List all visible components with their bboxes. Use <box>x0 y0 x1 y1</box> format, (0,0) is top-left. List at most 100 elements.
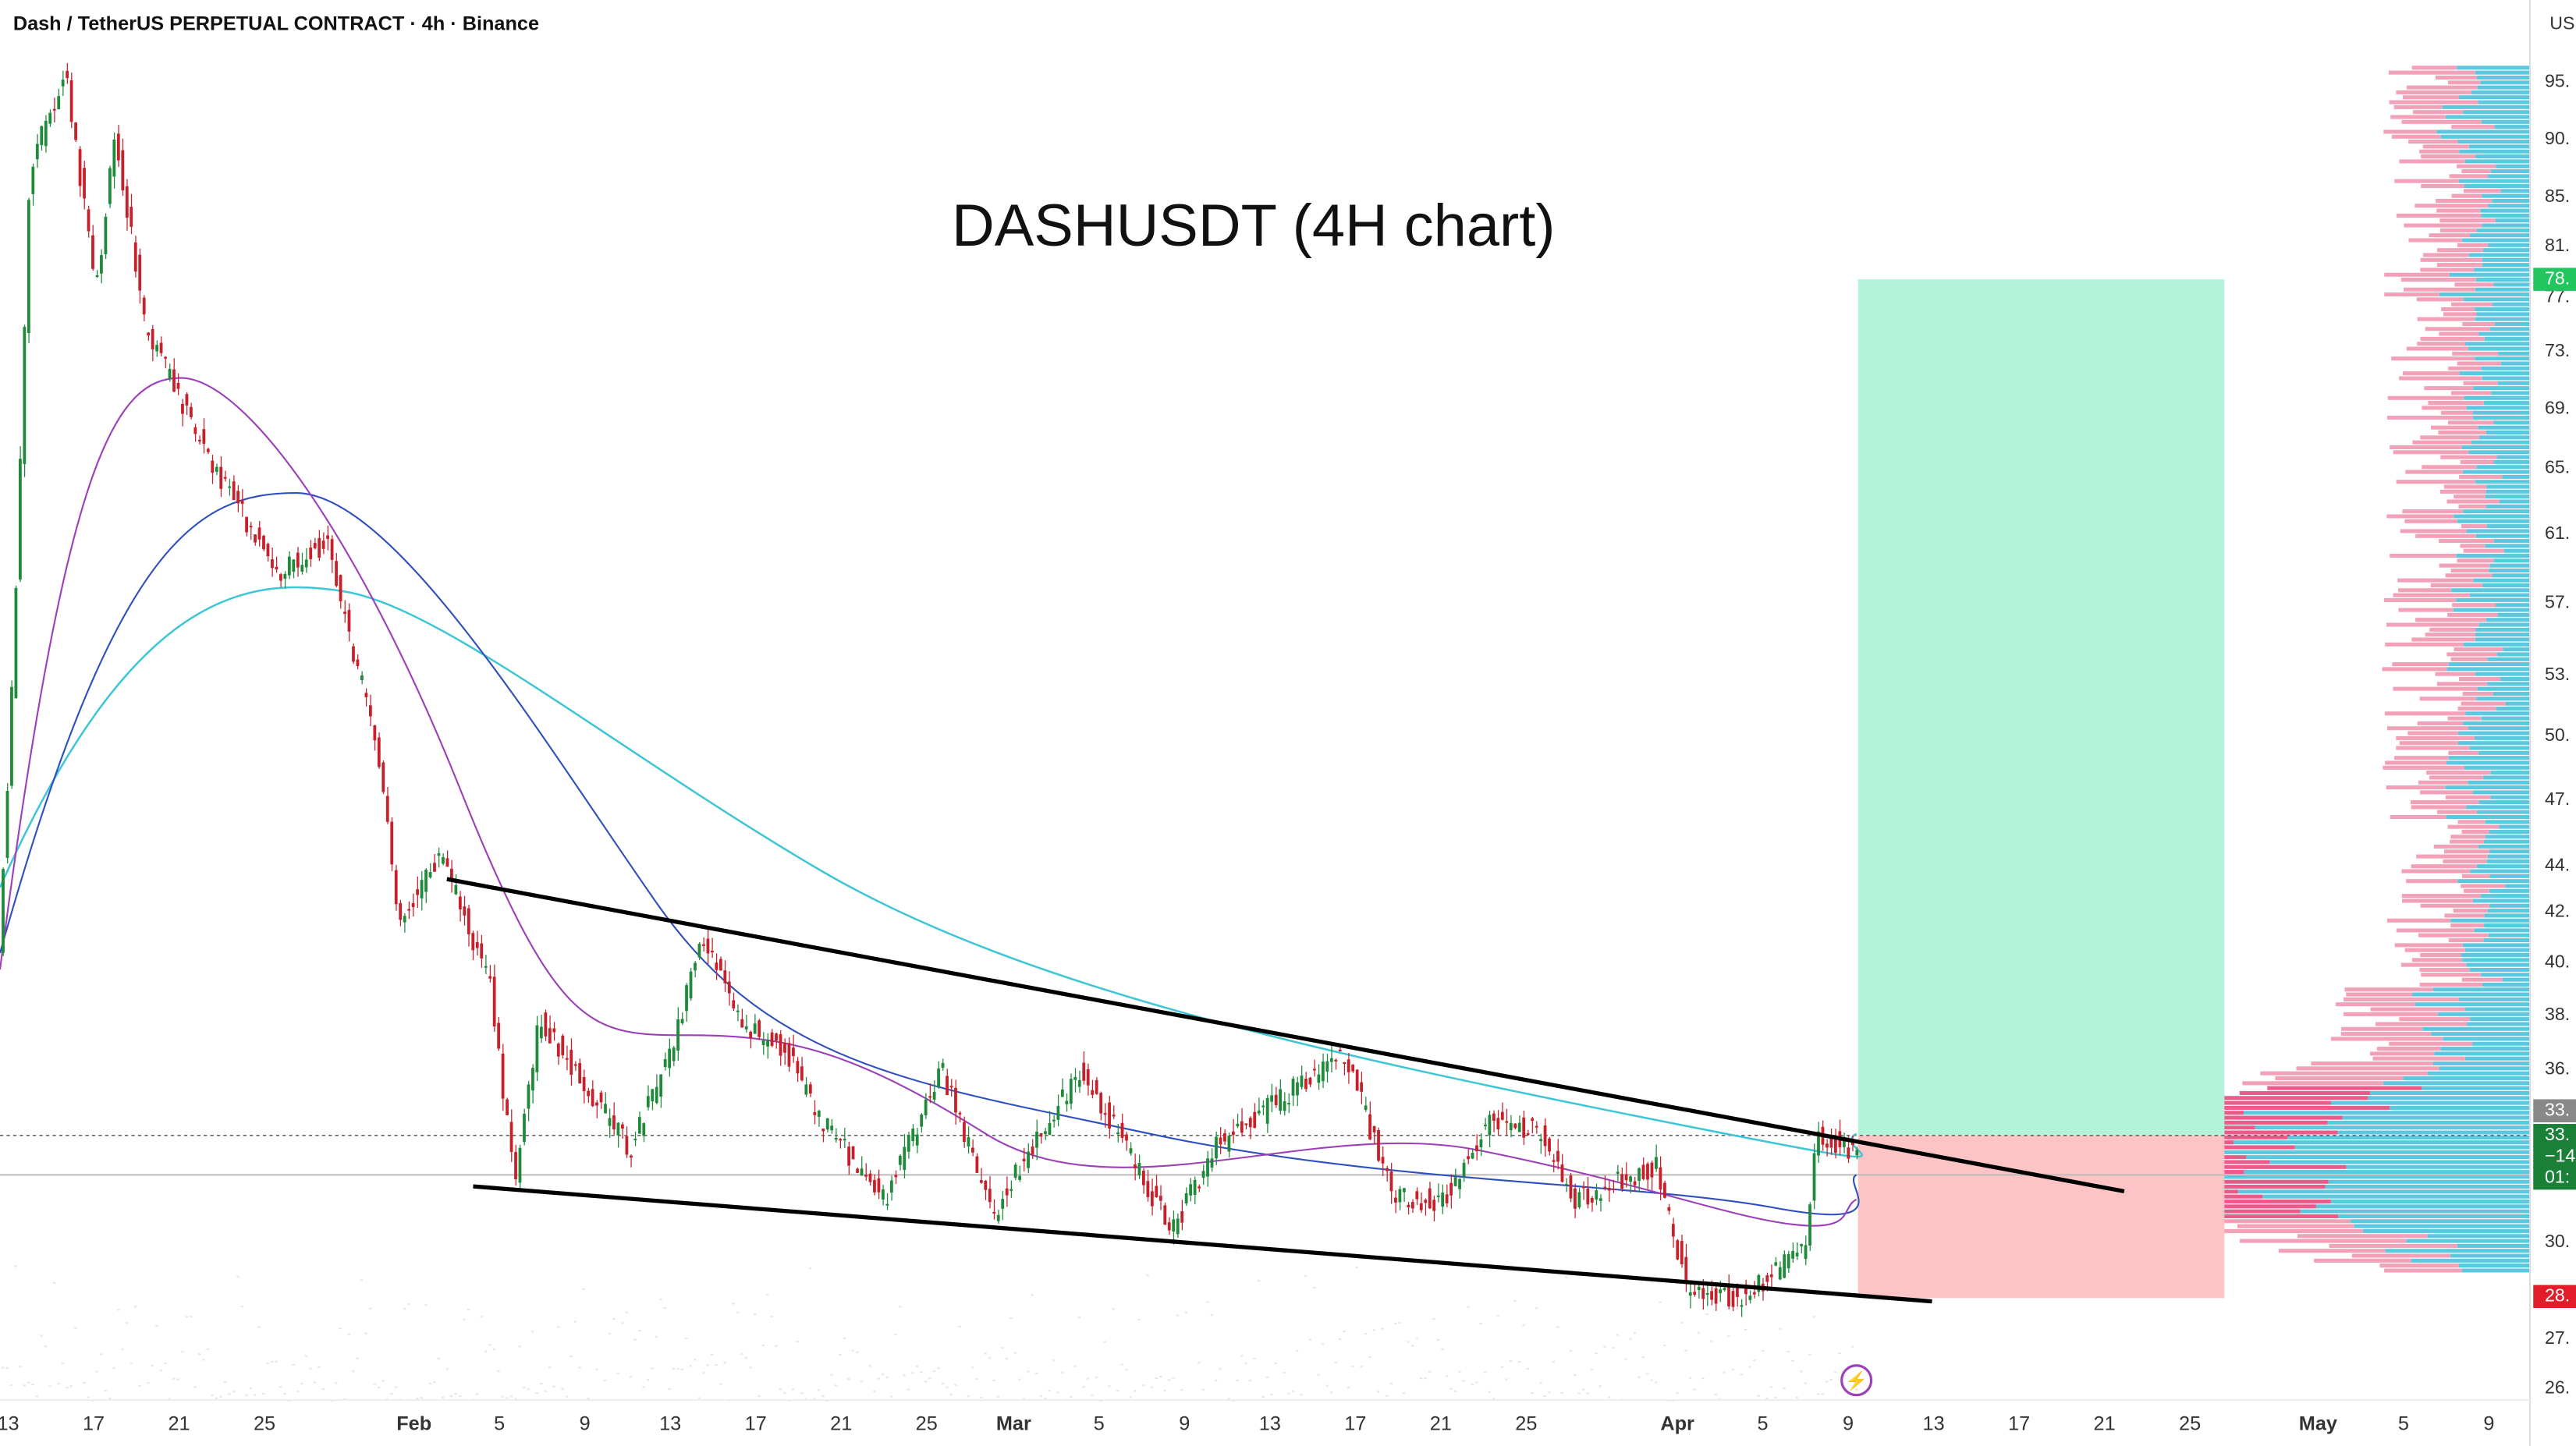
vp-sell <box>2463 548 2504 553</box>
volume-bar <box>1381 1327 1384 1330</box>
volume-bar <box>437 1357 440 1359</box>
volume-bar <box>1774 1396 1777 1398</box>
vp-sell <box>2396 213 2482 218</box>
vp-sell <box>2416 297 2464 302</box>
x-tick-label: 25 <box>254 1412 275 1434</box>
candle-body <box>484 966 488 968</box>
vp-buy <box>2458 1263 2531 1268</box>
volume-bar <box>74 1327 77 1329</box>
vp-sell <box>2463 381 2498 385</box>
vp-sell <box>2449 174 2489 179</box>
vp-sell <box>2445 795 2491 799</box>
vp-buy <box>2487 909 2531 913</box>
volume-bar <box>1009 1317 1013 1319</box>
vp-sell <box>2411 805 2467 810</box>
volume-bar <box>770 1315 774 1318</box>
candle-body <box>1496 1118 1500 1130</box>
vp-buy <box>2469 593 2531 597</box>
vp-buy <box>2458 741 2531 746</box>
vp-buy <box>2411 1258 2531 1263</box>
vp-buy <box>2458 179 2531 183</box>
vp-sell <box>2393 450 2469 455</box>
vp-sell <box>2369 1051 2435 1056</box>
vp-sell <box>2425 327 2491 331</box>
vp-buy <box>2502 474 2531 479</box>
price-tag: 33. <box>2545 1124 2570 1144</box>
candle-body <box>1027 1151 1030 1168</box>
vp-buy <box>2482 263 2531 268</box>
vp-buy <box>2315 1204 2531 1209</box>
candle-body <box>492 976 496 1027</box>
volume-bar <box>10 1384 13 1386</box>
vp-sell <box>2393 686 2478 691</box>
candle-body <box>219 466 223 489</box>
volume-bar <box>1783 1387 1786 1389</box>
volume-bar <box>1172 1377 1175 1379</box>
candle-body <box>1091 1090 1095 1095</box>
vp-buy <box>2411 992 2531 997</box>
vp-sell <box>2351 1253 2450 1258</box>
alert-icon[interactable] <box>1840 1364 1873 1397</box>
x-tick-label: 17 <box>745 1412 767 1434</box>
x-tick-label: 21 <box>1430 1412 1452 1434</box>
candle-body <box>1210 1158 1214 1168</box>
candle-body <box>531 1068 534 1091</box>
volume-bar <box>587 1398 590 1400</box>
vp-sell <box>2394 943 2463 948</box>
candle-body <box>292 559 296 572</box>
volume-bar <box>565 1395 569 1398</box>
volume-bar <box>1167 1379 1171 1381</box>
volume-bar <box>1650 1379 1653 1381</box>
candle-body <box>1855 1150 1859 1156</box>
vp-sell <box>2390 553 2457 558</box>
vp-sell <box>2419 967 2470 972</box>
vp-sell <box>2396 735 2475 740</box>
candle-body <box>377 737 381 767</box>
candle-body <box>1018 1175 1022 1180</box>
price-tag: 28. <box>2545 1285 2570 1305</box>
candle-body <box>1052 1119 1056 1122</box>
volume-bar <box>817 1389 821 1391</box>
vp-buy <box>2445 115 2531 119</box>
vp-sell <box>2216 1219 2351 1224</box>
volume-bar <box>1727 1335 1730 1338</box>
vp-buy <box>2482 257 2531 262</box>
vp-buy <box>2485 544 2531 548</box>
volume-bar <box>1176 1314 1180 1317</box>
volume-bar <box>518 1345 521 1348</box>
candle-body <box>967 1136 970 1147</box>
volume-bar <box>672 1368 676 1370</box>
candle-body <box>946 1076 949 1096</box>
price-tag: 78. <box>2545 268 2570 288</box>
candle-body <box>1569 1175 1573 1199</box>
vp-buy <box>2300 1209 2531 1214</box>
volume-bar <box>1475 1381 1478 1384</box>
vp-buy <box>2234 1140 2531 1145</box>
candle-body <box>488 976 492 979</box>
candle-body <box>458 896 462 910</box>
candle-body <box>1748 1295 1752 1300</box>
candle-body <box>437 853 441 856</box>
volume-bar <box>992 1379 995 1382</box>
candle-body <box>792 1047 795 1057</box>
candle-body <box>1086 1069 1090 1086</box>
volume-bar <box>1398 1322 1401 1324</box>
vp-buy <box>2486 524 2531 529</box>
candle-body <box>1108 1102 1111 1129</box>
vp-sell <box>2461 829 2489 834</box>
candle-body <box>941 1062 945 1069</box>
candle-body <box>1719 1289 1722 1294</box>
candle-body <box>181 403 184 414</box>
candle-body <box>569 1049 573 1076</box>
vp-buy <box>2496 164 2531 168</box>
candle-body <box>1048 1122 1052 1135</box>
candle-body <box>1415 1191 1419 1200</box>
vp-buy <box>2464 948 2531 952</box>
volume-bar <box>1198 1362 1201 1364</box>
vp-buy <box>2330 1100 2531 1105</box>
vp-buy <box>2481 366 2531 370</box>
volume-bar <box>642 1386 645 1388</box>
volume-bar <box>1752 1359 1756 1362</box>
vp-sell <box>2426 771 2491 775</box>
candle-body <box>1279 1089 1282 1111</box>
